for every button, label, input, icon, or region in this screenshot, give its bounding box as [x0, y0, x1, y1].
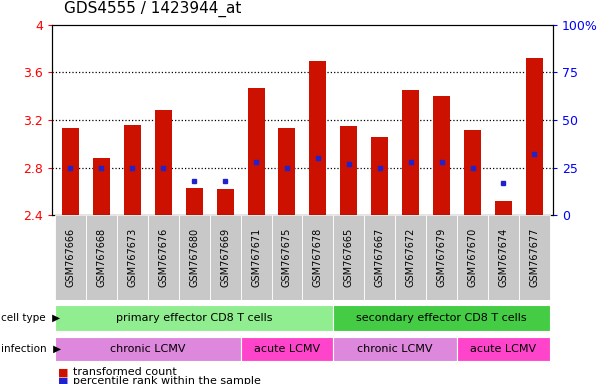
Bar — [340, 126, 357, 215]
Text: secondary effector CD8 T cells: secondary effector CD8 T cells — [356, 313, 527, 323]
Text: GSM767679: GSM767679 — [437, 228, 447, 287]
Text: GDS4555 / 1423944_at: GDS4555 / 1423944_at — [64, 1, 241, 17]
Bar — [179, 215, 210, 300]
Text: GSM767678: GSM767678 — [313, 228, 323, 287]
Text: GSM767670: GSM767670 — [467, 228, 478, 287]
Text: acute LCMV: acute LCMV — [470, 344, 536, 354]
Bar — [155, 111, 172, 215]
Text: GSM767677: GSM767677 — [529, 228, 540, 287]
Bar — [457, 215, 488, 300]
Text: GSM767671: GSM767671 — [251, 228, 261, 287]
Bar — [457, 337, 550, 361]
Bar — [309, 61, 326, 215]
Bar — [302, 215, 334, 300]
Bar — [217, 189, 233, 215]
Text: GSM767669: GSM767669 — [220, 228, 230, 287]
Bar — [371, 137, 388, 215]
Bar — [247, 88, 265, 215]
Bar — [55, 305, 334, 331]
Text: percentile rank within the sample: percentile rank within the sample — [73, 376, 261, 384]
Bar — [334, 215, 364, 300]
Bar — [464, 129, 481, 215]
Text: GSM767668: GSM767668 — [97, 228, 106, 287]
Bar — [279, 128, 296, 215]
Text: GSM767673: GSM767673 — [127, 228, 137, 287]
Bar — [241, 215, 271, 300]
Bar — [426, 215, 457, 300]
Bar — [526, 58, 543, 215]
Text: infection  ▶: infection ▶ — [1, 344, 60, 354]
Text: primary effector CD8 T cells: primary effector CD8 T cells — [116, 313, 273, 323]
Bar — [495, 201, 512, 215]
Bar — [117, 215, 148, 300]
Bar — [334, 337, 457, 361]
Text: ■: ■ — [58, 367, 68, 377]
Bar — [55, 215, 86, 300]
Text: GSM767667: GSM767667 — [375, 228, 385, 287]
Bar — [334, 305, 550, 331]
Text: GSM767674: GSM767674 — [499, 228, 508, 287]
Bar — [271, 215, 302, 300]
Text: transformed count: transformed count — [73, 367, 177, 377]
Bar — [395, 215, 426, 300]
Text: GSM767675: GSM767675 — [282, 228, 292, 287]
Text: GSM767666: GSM767666 — [65, 228, 76, 287]
Bar — [148, 215, 179, 300]
Bar — [86, 215, 117, 300]
Bar — [519, 215, 550, 300]
Bar — [210, 215, 241, 300]
Bar — [433, 96, 450, 215]
Text: GSM767680: GSM767680 — [189, 228, 199, 287]
Bar — [124, 125, 141, 215]
Bar — [186, 188, 203, 215]
Bar — [402, 90, 419, 215]
Text: GSM767665: GSM767665 — [344, 228, 354, 287]
Text: chronic LCMV: chronic LCMV — [357, 344, 433, 354]
Bar — [241, 337, 334, 361]
Bar — [488, 215, 519, 300]
Bar — [364, 215, 395, 300]
Bar — [55, 337, 241, 361]
Text: acute LCMV: acute LCMV — [254, 344, 320, 354]
Bar — [62, 128, 79, 215]
Text: cell type  ▶: cell type ▶ — [1, 313, 60, 323]
Bar — [93, 158, 110, 215]
Text: chronic LCMV: chronic LCMV — [110, 344, 186, 354]
Text: GSM767676: GSM767676 — [158, 228, 168, 287]
Text: ■: ■ — [58, 376, 68, 384]
Text: GSM767672: GSM767672 — [406, 228, 415, 287]
